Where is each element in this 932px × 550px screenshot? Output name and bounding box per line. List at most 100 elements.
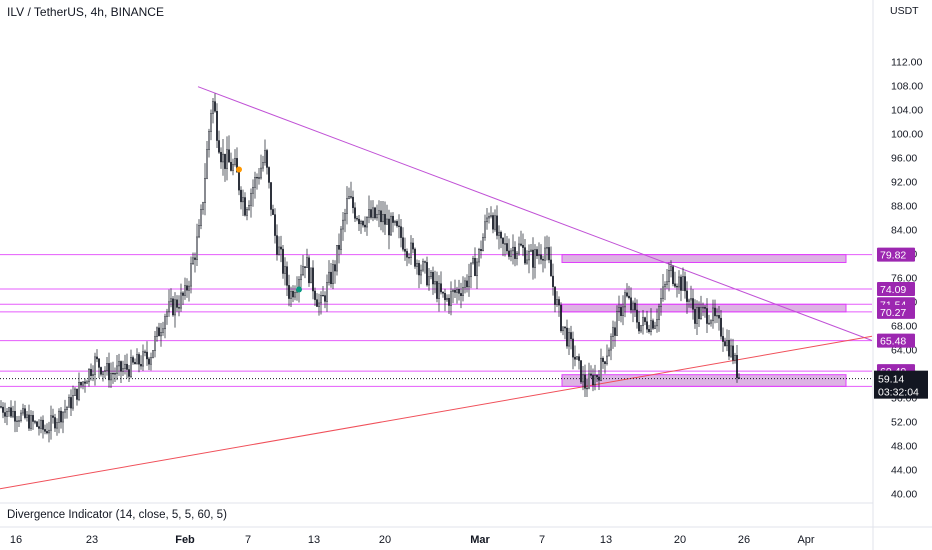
candle-body [500, 231, 502, 239]
candle-body [490, 215, 492, 217]
candle-body [686, 290, 688, 302]
candle-body [366, 217, 368, 228]
candle-body [730, 345, 732, 357]
candle-body [710, 320, 712, 324]
support-resistance-zone[interactable] [561, 254, 847, 264]
support-resistance-zone[interactable] [561, 303, 847, 313]
y-tick-label: 96.00 [891, 153, 917, 165]
candle-body [410, 242, 412, 258]
candle-body [592, 375, 594, 386]
candle-body [94, 356, 96, 375]
candle-body [42, 419, 44, 430]
candle-body [590, 373, 592, 376]
candle-body [384, 214, 386, 225]
candle-body [124, 363, 126, 369]
bearish-divergence-marker[interactable] [236, 166, 242, 173]
candle-body [428, 276, 430, 286]
candle-body [340, 228, 342, 250]
candle-body [82, 381, 84, 386]
candle-body [546, 247, 548, 249]
candle-body [344, 213, 346, 221]
candle-body [316, 299, 318, 307]
candle-body [256, 177, 258, 179]
candle-body [584, 374, 586, 389]
candle-body [738, 377, 740, 379]
candle-body [690, 298, 692, 301]
candle-body [206, 149, 208, 179]
support-trendline[interactable] [0, 335, 873, 490]
candle-body [266, 150, 268, 168]
indicator-label[interactable]: Divergence Indicator (14, close, 5, 5, 6… [7, 509, 227, 521]
candle-body [434, 281, 436, 285]
candle-body [46, 431, 48, 434]
candle-body [348, 196, 350, 199]
candle-body [630, 297, 632, 311]
candle-body [232, 164, 234, 171]
candle-body [0, 406, 2, 408]
candle-body [512, 246, 514, 252]
candle-body [54, 417, 56, 429]
level-price-tag [877, 281, 915, 296]
candle-body [194, 257, 196, 260]
candle-body [706, 308, 708, 324]
candle-body [556, 299, 558, 305]
level-price-tag [877, 247, 915, 262]
candle-body [406, 251, 408, 258]
candle-body [656, 319, 658, 327]
candle-body [360, 221, 362, 225]
candle-body [502, 237, 504, 244]
candle-body [268, 167, 270, 183]
candle-body [338, 245, 340, 250]
candle-body [96, 356, 98, 360]
support-resistance-zone[interactable] [561, 374, 847, 387]
candle-body [636, 309, 638, 323]
resistance-trendline[interactable] [197, 86, 873, 341]
candle-body [128, 369, 130, 377]
candle-body [418, 263, 420, 276]
candle-body [640, 325, 642, 332]
level-price-tag [877, 333, 915, 348]
candle-body [576, 356, 578, 360]
candle-body [150, 357, 152, 365]
x-tick-label: 23 [86, 534, 98, 546]
candle-body [24, 408, 26, 418]
candle-body [452, 289, 454, 292]
candle-body [390, 215, 392, 236]
candle-body [600, 357, 602, 381]
x-tick-label: 16 [10, 534, 22, 546]
candle-body [392, 215, 394, 223]
candle-body [8, 407, 10, 412]
candle-body [190, 263, 192, 287]
candle-body [446, 297, 448, 301]
candle-body [668, 270, 670, 283]
candle-body [236, 158, 238, 173]
candle-body [736, 355, 738, 378]
candle-body [350, 196, 352, 198]
y-tick-label: 100.00 [891, 129, 923, 141]
candle-body [388, 218, 390, 236]
candle-body [458, 289, 460, 294]
candle-body [678, 276, 680, 288]
candle-body [462, 287, 464, 296]
y-tick-label: 40.00 [891, 489, 917, 501]
candle-body [562, 326, 564, 332]
candle-body [374, 207, 376, 219]
candle-body [282, 248, 284, 274]
x-tick-label: 20 [379, 534, 391, 546]
candle-body [30, 415, 32, 429]
bullish-divergence-marker[interactable] [296, 286, 302, 293]
candle-body [22, 408, 24, 414]
candle-body [304, 266, 306, 268]
candle-body [208, 131, 210, 150]
candle-body [578, 356, 580, 361]
level-price-tag-text: 65.48 [880, 336, 906, 348]
candle-body [414, 248, 416, 267]
candle-body [368, 209, 370, 218]
candle-body [370, 209, 372, 218]
candle-body [674, 283, 676, 287]
x-tick-label: 7 [539, 534, 545, 546]
candle-body [408, 257, 410, 259]
candle-body [382, 214, 384, 223]
candle-body [56, 422, 58, 429]
